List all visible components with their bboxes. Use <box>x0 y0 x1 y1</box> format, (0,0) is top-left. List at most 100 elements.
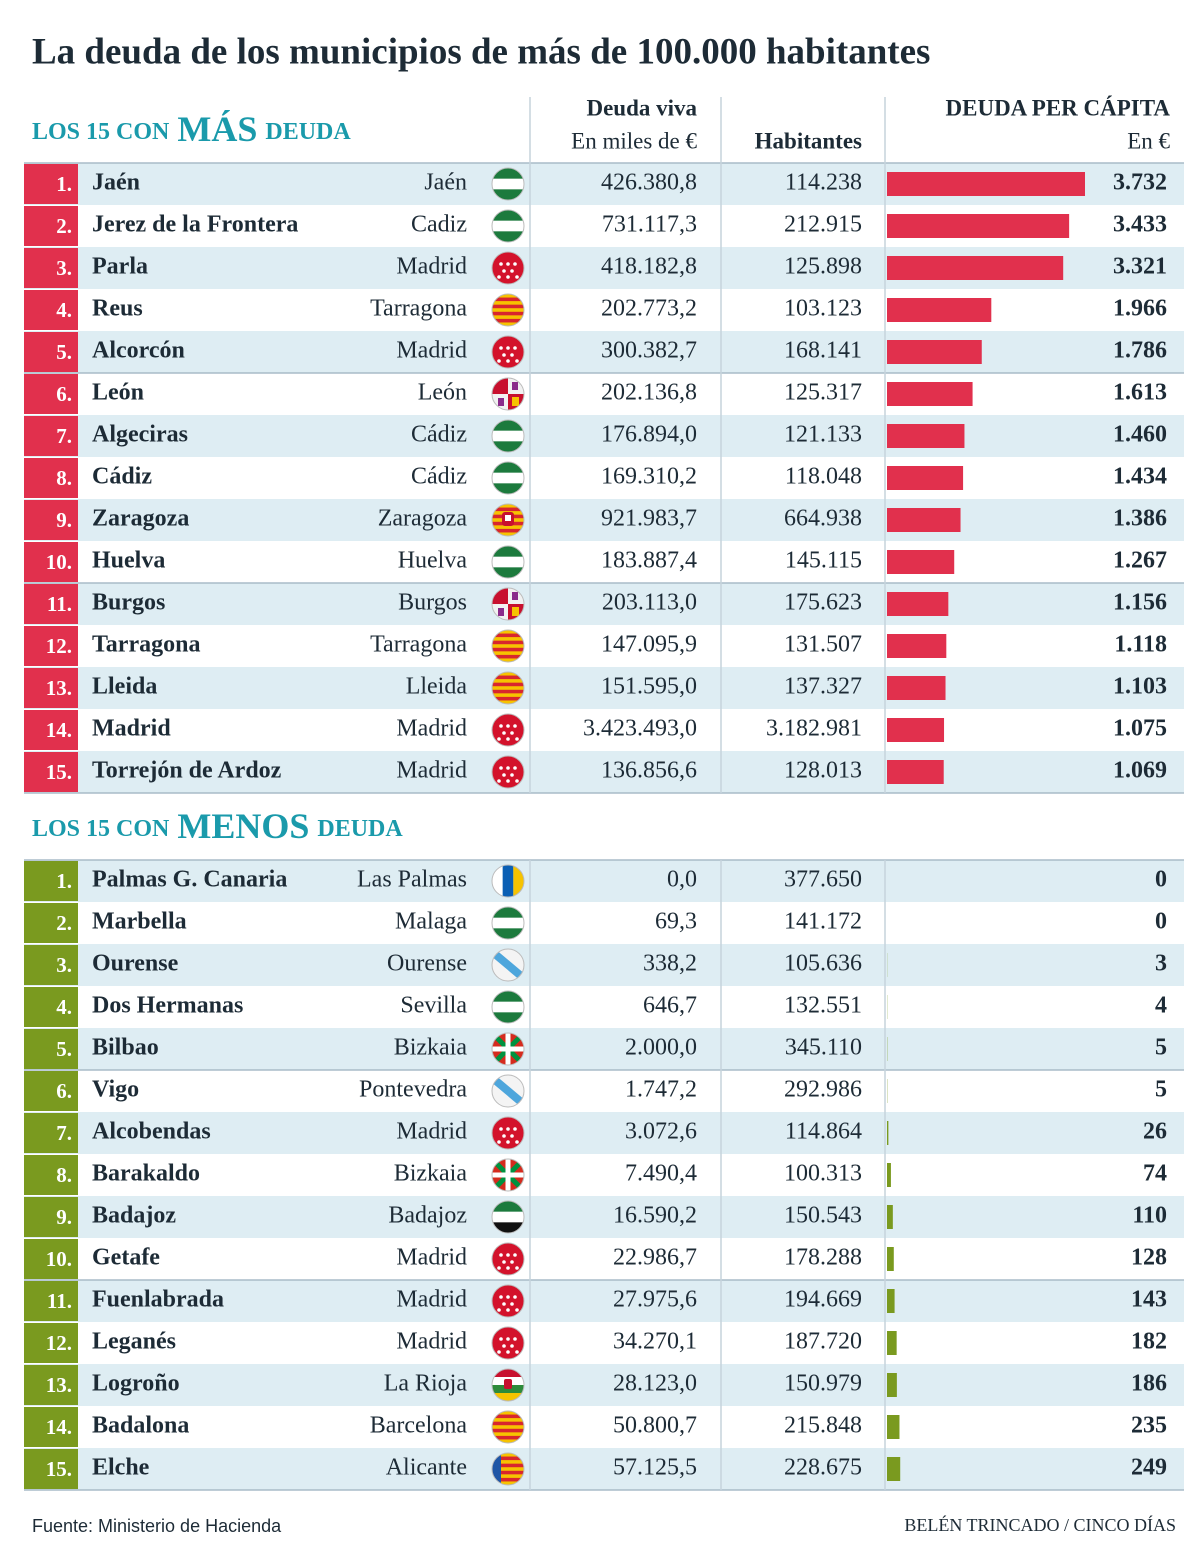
flag-part <box>492 700 524 704</box>
star <box>497 1266 501 1270</box>
flag-border <box>491 587 525 621</box>
flag-part <box>492 991 524 1003</box>
debt: 921.983,7 <box>601 506 697 532</box>
population: 150.543 <box>784 1203 862 1229</box>
city: Alcobendas <box>92 1119 211 1145</box>
province: Madrid <box>396 254 467 280</box>
debt: 646,7 <box>643 993 697 1019</box>
city: Reus <box>92 296 143 322</box>
flag-part <box>492 689 524 694</box>
rank: 12. <box>46 1331 72 1355</box>
flag-part <box>492 294 524 299</box>
debt: 202.773,2 <box>601 296 697 322</box>
flag-part <box>492 1481 524 1485</box>
per-capita: 235 <box>1131 1413 1167 1439</box>
star <box>515 737 519 741</box>
row-bg <box>24 944 1184 986</box>
province: Cádiz <box>411 464 467 490</box>
city: Barakaldo <box>92 1161 200 1187</box>
flag-part <box>512 397 519 406</box>
flag-part <box>492 168 524 180</box>
per-capita: 1.386 <box>1113 506 1167 532</box>
bar <box>887 214 1070 238</box>
city: Alcorcón <box>92 338 185 364</box>
rank-cell <box>24 1029 78 1069</box>
population: 105.636 <box>784 951 862 977</box>
flag-part <box>492 315 524 320</box>
star <box>506 275 510 279</box>
province: Madrid <box>396 758 467 784</box>
debt: 183.887,4 <box>601 548 697 574</box>
per-capita: 1.786 <box>1113 338 1167 364</box>
flag-part <box>492 1201 524 1213</box>
star <box>513 1127 517 1131</box>
flag-border <box>491 503 525 537</box>
per-capita: 249 <box>1131 1455 1167 1481</box>
city: Lleida <box>92 674 157 700</box>
flag-part <box>492 928 524 939</box>
bar <box>887 1247 894 1271</box>
rank: 15. <box>46 1457 72 1481</box>
flag <box>492 588 524 620</box>
flag-part <box>492 1435 524 1440</box>
city: Leganés <box>92 1329 176 1355</box>
flag <box>492 294 524 326</box>
flag-part <box>492 189 524 200</box>
city: Tarragona <box>92 632 200 658</box>
star <box>513 346 517 350</box>
flag-part <box>492 1474 524 1479</box>
rank: 11. <box>47 592 72 616</box>
province: León <box>418 380 467 406</box>
flag-border <box>491 419 525 453</box>
rank: 15. <box>46 760 72 784</box>
city: Fuenlabrada <box>92 1287 224 1313</box>
population: 141.172 <box>784 909 862 935</box>
rank-cell <box>24 861 78 901</box>
population: 145.115 <box>785 548 862 574</box>
star <box>506 359 510 363</box>
flag-part <box>492 1425 524 1430</box>
population: 187.720 <box>784 1329 862 1355</box>
city: Palmas G. Canaria <box>92 867 287 893</box>
row-bg <box>24 860 1184 902</box>
flag <box>492 1411 524 1443</box>
debt: 731.117,3 <box>602 212 697 238</box>
flag <box>492 756 524 788</box>
flag-part <box>492 693 524 698</box>
population: 125.317 <box>784 380 862 406</box>
row-bg <box>24 415 1184 457</box>
rank-cell <box>24 584 78 624</box>
flag-part <box>492 1414 524 1419</box>
debt: 50.800,7 <box>613 1413 697 1439</box>
debt: 300.382,7 <box>601 338 697 364</box>
rank-cell <box>24 206 78 246</box>
population: 131.507 <box>784 632 862 658</box>
flag-border <box>491 293 525 327</box>
star <box>513 1337 517 1341</box>
bar <box>887 550 955 574</box>
flag-part <box>492 420 524 432</box>
flag-part <box>492 1453 501 1485</box>
star <box>513 1253 517 1257</box>
flag <box>492 1159 524 1191</box>
population: 128.013 <box>784 758 862 784</box>
section-heading: LOS 15 CON MENOS DEUDA <box>32 806 403 846</box>
star <box>510 353 514 357</box>
city: Logroño <box>92 1371 180 1397</box>
flag-part <box>492 633 524 638</box>
flag <box>492 546 524 578</box>
per-capita: 3 <box>1155 951 1167 977</box>
population: 114.238 <box>785 170 862 196</box>
rank: 7. <box>56 424 72 448</box>
star <box>499 1253 503 1257</box>
star <box>506 1253 510 1257</box>
star <box>506 346 510 350</box>
flag <box>492 714 524 746</box>
star <box>499 1127 503 1131</box>
flag-part <box>492 907 524 919</box>
flag-border <box>491 377 525 411</box>
flag-part <box>492 949 524 981</box>
flag-part <box>492 696 524 701</box>
city: Dos Hermanas <box>92 993 243 1019</box>
debt: 418.182,8 <box>601 254 697 280</box>
